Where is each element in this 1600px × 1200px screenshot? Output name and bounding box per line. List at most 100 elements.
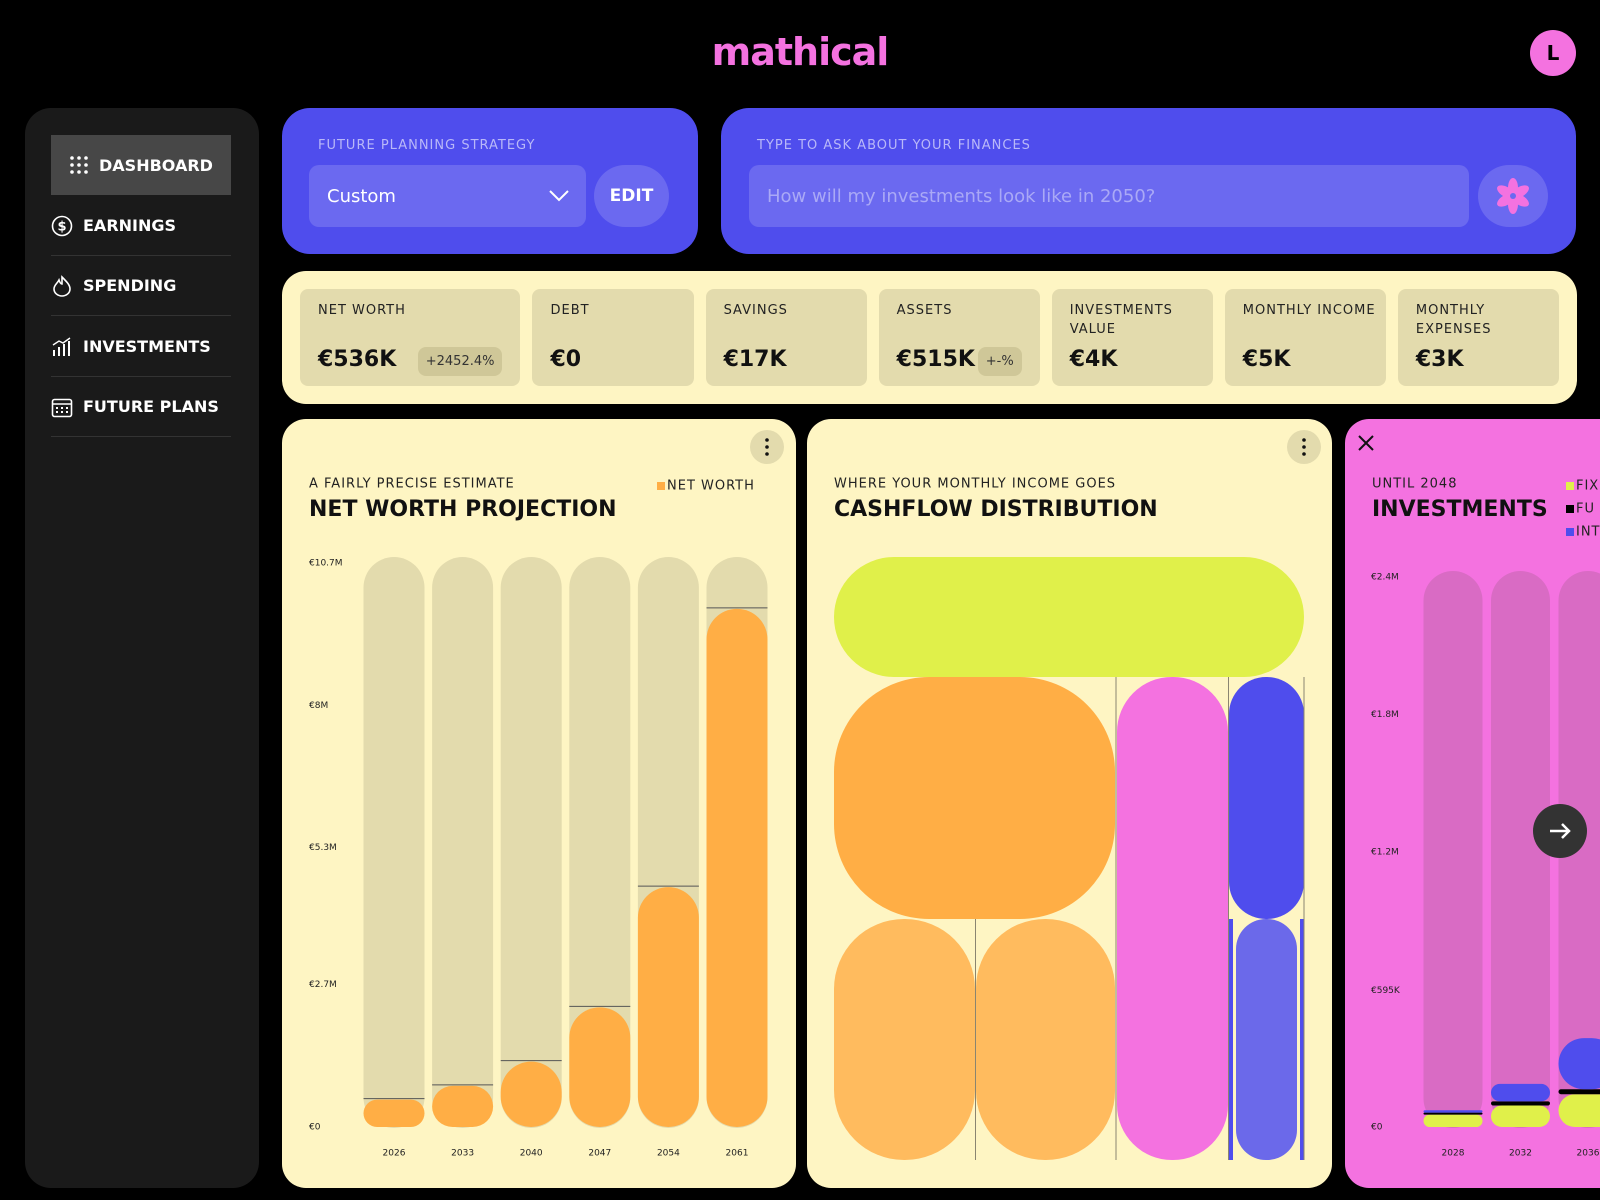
chart-title: INVESTMENTS [1372, 497, 1548, 522]
y-tick-label: €0 [1371, 1123, 1383, 1133]
nav-item[interactable]: INVESTMENTS [51, 317, 231, 377]
bar [363, 1099, 425, 1127]
chart-subtitle: UNTIL 2048 [1372, 477, 1457, 492]
y-tick-label: €2.4M [1371, 573, 1399, 583]
bar [637, 887, 699, 1127]
logo[interactable]: mathical [711, 30, 890, 74]
next-button[interactable] [1533, 804, 1587, 858]
nav-item[interactable]: SPENDING [51, 256, 231, 316]
chart-subtitle: A FAIRLY PRECISE ESTIMATE [309, 477, 515, 492]
block [1117, 677, 1228, 1160]
bar [432, 1085, 494, 1127]
stat-card: NET WORTH €536K +2452.4% [300, 289, 521, 386]
stat-label: NET WORTH [318, 303, 406, 318]
stat-value: €4K [1069, 347, 1118, 372]
bar-track [569, 557, 631, 1128]
bar-segment [1423, 1110, 1483, 1113]
net-worth-card: A FAIRLY PRECISE ESTIMATE NET WORTH PROJE… [282, 419, 796, 1188]
x-tick-label: 2040 [520, 1149, 543, 1159]
x-tick-label: 2028 [1442, 1149, 1465, 1159]
chart-title: NET WORTH PROJECTION [309, 497, 617, 522]
svg-text:$: $ [57, 219, 66, 234]
icon [1497, 178, 1529, 214]
block [834, 677, 1115, 919]
block [1229, 677, 1304, 919]
bar-segment [1491, 1083, 1550, 1102]
block [1236, 919, 1297, 1160]
icon [1550, 823, 1571, 839]
chart-subtitle: WHERE YOUR MONTHLY INCOME GOES [834, 477, 1116, 492]
panel-label: FUTURE PLANNING STRATEGY [318, 138, 536, 153]
bar-segment [1558, 1038, 1600, 1090]
ask-button[interactable] [1478, 165, 1548, 227]
chevron [549, 190, 569, 202]
avatar[interactable]: L [1530, 30, 1576, 76]
stat-card: DEBT €0 [532, 289, 694, 386]
block [976, 919, 1115, 1160]
block [1229, 919, 1233, 1160]
y-tick-label: €10.7M [309, 559, 343, 569]
icon: $ [51, 215, 73, 236]
legend-swatch [1566, 482, 1574, 490]
x-tick-label: 2033 [451, 1149, 474, 1159]
legend-label: FU [1576, 502, 1595, 517]
icon [70, 156, 88, 174]
y-tick-label: €2.7M [309, 980, 337, 990]
chart: A FAIRLY PRECISE ESTIMATE NET WORTH PROJE… [309, 430, 784, 1159]
block [834, 557, 1304, 677]
ask-panel: TYPE TO ASK ABOUT YOUR FINANCES How will… [721, 108, 1576, 254]
stat-value: €17K [723, 347, 787, 372]
stat-label: ASSETS [896, 303, 953, 318]
panel-label: TYPE TO ASK ABOUT YOUR FINANCES [757, 138, 1031, 153]
legend-label: NET WORTH [667, 479, 755, 494]
treemap [834, 557, 1305, 1160]
edit-button[interactable]: EDIT [594, 165, 669, 227]
sidebar: DASHBOARD $ EARNINGS SPENDING INVESTMENT… [25, 108, 259, 1188]
close-button[interactable] [1358, 435, 1374, 451]
bar-track [1423, 571, 1483, 1128]
stat-value: €515K [896, 347, 975, 372]
stat-label: MONTHLY INCOME [1242, 303, 1376, 318]
stat-value: €5K [1242, 347, 1291, 372]
x-tick-label: 2036 [1577, 1149, 1600, 1159]
stat-value: €3K [1415, 347, 1464, 372]
icon [51, 398, 73, 417]
strategy-select[interactable]: Custom [309, 165, 586, 227]
nav-item[interactable]: DASHBOARD [51, 135, 231, 195]
bar-segment [1491, 1105, 1550, 1127]
legend-label: INT [1576, 525, 1600, 540]
nav-label: FUTURE PLANS [83, 397, 219, 416]
y-tick-label: €5.3M [309, 843, 337, 853]
legend-label: FIX [1576, 479, 1599, 494]
legend-swatch [1566, 505, 1574, 513]
icon [53, 274, 71, 297]
nav-label: EARNINGS [83, 216, 177, 235]
stat-badge: +-% [977, 347, 1022, 376]
chart-title: CASHFLOW DISTRIBUTION [834, 497, 1158, 522]
bar [569, 1007, 631, 1127]
bar-segment [1558, 1089, 1600, 1095]
stat-card: SAVINGS €17K [705, 289, 867, 386]
bar-segment [1423, 1114, 1483, 1127]
stat-value: €0 [550, 347, 582, 372]
bar-segment [1558, 1094, 1600, 1127]
cashflow-card: WHERE YOUR MONTHLY INCOME GOES CASHFLOW … [807, 419, 1332, 1188]
nav-item[interactable]: $ EARNINGS [51, 196, 231, 256]
y-tick-label: €595K [1371, 986, 1401, 996]
nav-label: INVESTMENTS [83, 337, 211, 356]
stat-card: INVESTMENTS VALUE €4K [1051, 289, 1213, 386]
nav-item[interactable]: FUTURE PLANS [51, 377, 231, 437]
x-tick-label: 2032 [1509, 1149, 1532, 1159]
stat-label: INVESTMENTS VALUE [1069, 303, 1173, 337]
bar [500, 1061, 562, 1127]
legend-swatch [1566, 528, 1574, 536]
bar-track [500, 557, 562, 1128]
y-tick-label: €1.8M [1371, 710, 1399, 720]
ask-input[interactable]: How will my investments look like in 205… [749, 165, 1469, 227]
bar [706, 608, 768, 1127]
stat-label: MONTHLY EXPENSES [1415, 303, 1492, 337]
bar-track [363, 557, 425, 1128]
select-value: Custom [327, 185, 396, 207]
y-tick-label: €1.2M [1371, 848, 1399, 858]
